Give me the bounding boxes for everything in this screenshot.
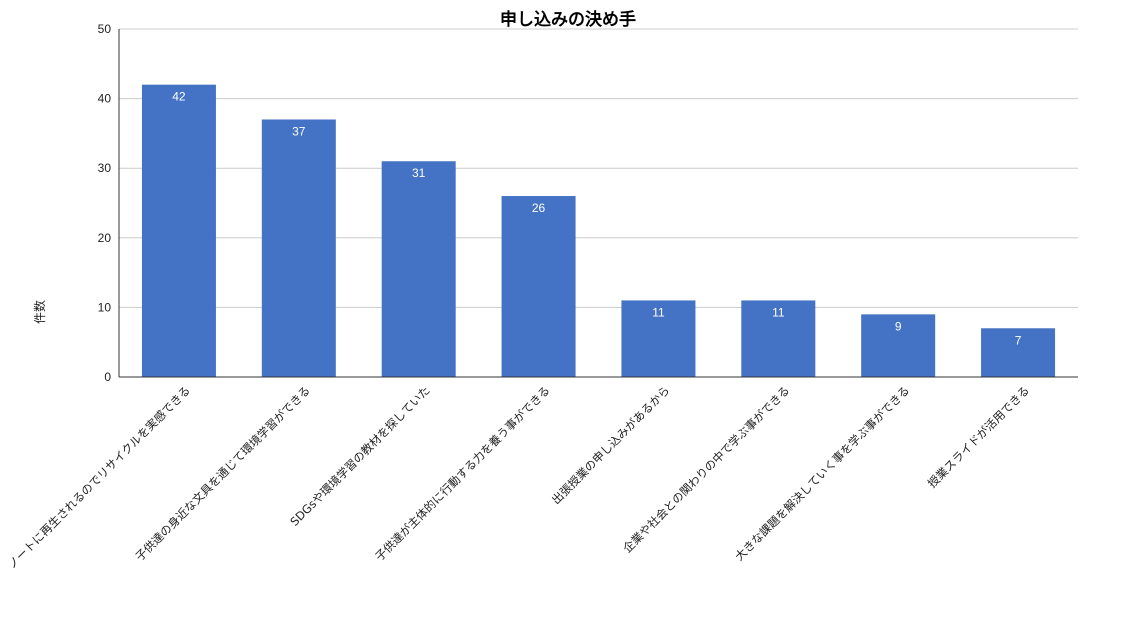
y-tick-label: 0 [104,370,111,384]
x-category-label: 出張授業の申し込みがあるから [549,383,673,507]
x-category-label: 授業スライドが活用できる [925,383,1032,490]
bar-data-label: 11 [652,305,665,319]
y-tick-labels: 0 10 20 30 40 50 [98,22,112,384]
bar-data-label: 9 [895,319,902,333]
bar-data-label: 7 [1015,333,1022,347]
y-axis-title: 件数 [32,300,47,324]
bar-data-label: 37 [292,124,306,138]
bar [261,119,336,377]
x-category-label: ノートに再生されるのでリサイクルを実感できる [5,383,193,571]
bar [621,300,696,377]
x-category-label: SDGsや環境学習の教材を探していた [287,383,432,528]
y-tick-label: 30 [98,161,112,175]
bar [141,84,216,378]
y-tick-label: 20 [98,231,112,245]
bar-data-label: 31 [412,166,426,180]
bars: 42 37 31 26 11 11 9 7 [141,84,1056,378]
y-tick-label: 10 [98,300,112,314]
y-tick-label: 40 [98,92,112,106]
chart-title: 申し込みの決め手 [500,9,636,30]
bar-data-label: 11 [772,305,785,319]
bar [381,161,456,377]
bar [501,196,576,377]
bar [861,314,936,377]
bar [741,300,816,377]
x-category-labels: ノートに再生されるのでリサイクルを実感できる子供達の身近な文具を通じて環境学習が… [5,383,1032,571]
y-tick-label: 50 [98,22,112,36]
bar [981,328,1056,377]
bar-data-label: 26 [532,201,546,215]
bar-data-label: 42 [172,90,186,104]
